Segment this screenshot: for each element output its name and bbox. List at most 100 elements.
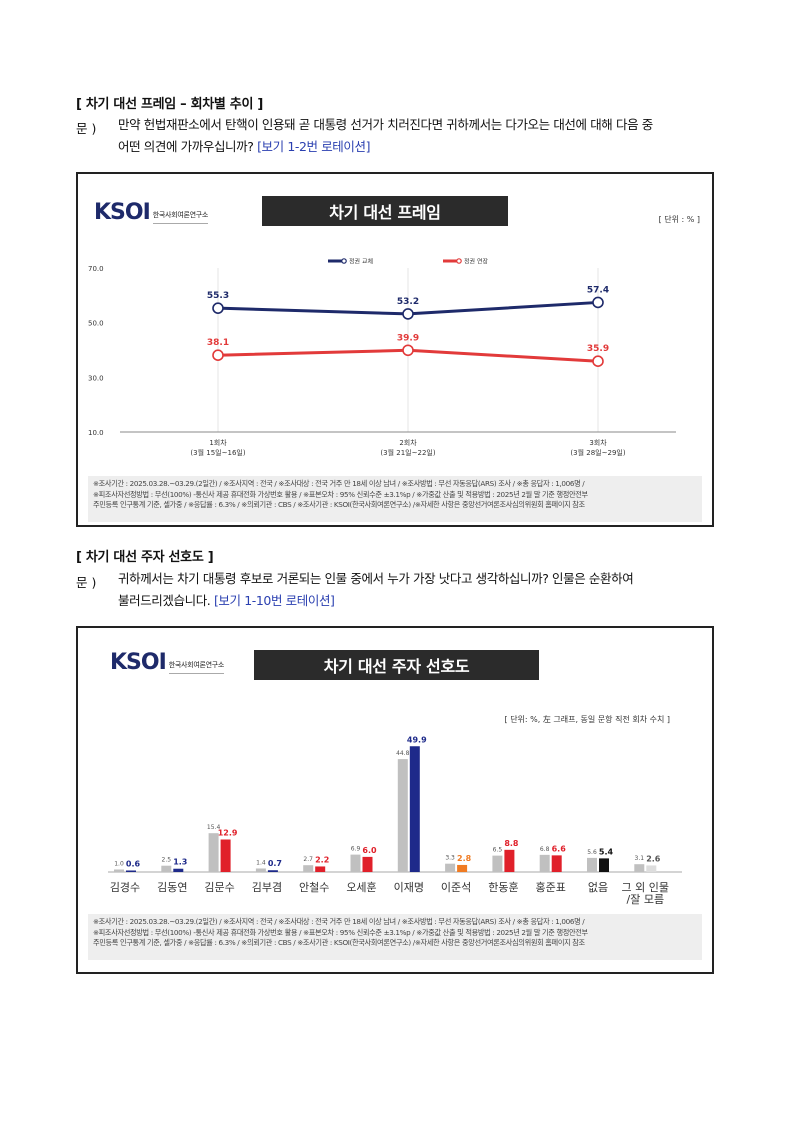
- data-label: 57.4: [587, 285, 609, 295]
- data-label-current: 0.7: [268, 859, 282, 868]
- bar-current: [362, 856, 373, 872]
- x-tick-label: 그 외 인물: [622, 881, 669, 894]
- data-point: [592, 296, 604, 309]
- section-title-frame: [ 차기 대선 프레임 – 회차별 추이 ]: [76, 97, 263, 112]
- chart-title-banner: 차기 대선 프레임: [262, 196, 508, 226]
- bar-previous: [445, 863, 456, 872]
- rotation-note: [보기 1-2번 로테이션]: [257, 139, 371, 154]
- bar-previous: [114, 869, 124, 872]
- x-tick-label: 한동훈: [488, 881, 518, 894]
- footnote-line: 주민등록 인구통계 기준, 셀가중 / ※응답률 : 6.3% / ※의뢰기관 …: [93, 938, 585, 947]
- bar-current: [409, 746, 420, 872]
- logo-subtitle: 한국사회여론연구소: [152, 210, 208, 224]
- question-line: 불러드리겠습니다. [보기 1-10번 로테이션]: [118, 590, 718, 612]
- x-tick-label: 김경수: [110, 881, 140, 894]
- question-line-text: 불러드리겠습니다.: [118, 593, 214, 608]
- bar-chart: 1.0 0.6 김경수 2.5 1.3 김동연 15.412.9 김문수 1.4 0.7 김부겸 2.…: [108, 735, 682, 906]
- bar-previous: [634, 864, 645, 872]
- x-tick-label: 이준석: [441, 881, 471, 894]
- x-tick-label: 김문수: [204, 881, 234, 894]
- data-label-previous: 2.7: [303, 856, 313, 863]
- data-point: [402, 308, 414, 320]
- logo-subtitle: 한국사회여론연구소: [168, 660, 224, 674]
- data-label-previous: 5.6: [587, 849, 597, 856]
- section-title-preference: [ 차기 대선 주자 선호도 ]: [76, 550, 214, 565]
- bar-current: [551, 855, 562, 872]
- data-label-previous: 3.3: [445, 855, 455, 862]
- bar-current: [315, 866, 326, 872]
- bar-previous: [587, 857, 597, 872]
- question-line: 귀하께서는 차기 대통령 후보로 거론되는 인물 중에서 누가 가장 낫다고 생…: [118, 571, 634, 586]
- x-tick-label: 3회차: [589, 438, 607, 447]
- x-tick-label: 홍준표: [536, 880, 566, 894]
- chart-panel-preference: KSOI 한국사회여론연구소 차기 대선 주자 선호도 [ 단위: %, 左 그…: [76, 626, 714, 974]
- y-tick-label: 50.0: [88, 320, 104, 328]
- data-label: 55.3: [207, 291, 229, 301]
- x-tick-label: 안철수: [299, 881, 329, 894]
- x-tick-label: 오세훈: [346, 881, 376, 894]
- question-label: 문 ): [76, 121, 97, 136]
- question-label: 문 ): [76, 575, 97, 590]
- data-label-previous: 6.5: [493, 847, 503, 854]
- logo-mark: KSOI: [94, 200, 151, 225]
- x-tick-label: /잘 모름: [627, 893, 665, 906]
- y-tick-label: 70.0: [88, 265, 104, 273]
- question-line: 어떤 의견에 가까우십니까? [보기 1-2번 로테이션]: [118, 136, 718, 158]
- x-tick-label: 김동연: [157, 881, 187, 894]
- data-label-previous: 3.1: [635, 855, 645, 862]
- legend-marker: [341, 258, 347, 264]
- data-label-previous: 6.9: [351, 846, 361, 853]
- legend-label: 정권 연장: [464, 258, 488, 266]
- bar-previous: [539, 854, 550, 872]
- footnote-line: ※조사기간 : 2025.03.28.~03.29.(2일간) / ※조사지역 …: [93, 917, 585, 926]
- x-tick-label: 없음: [588, 881, 608, 894]
- bar-previous: [255, 868, 266, 872]
- bar-current: [646, 865, 657, 872]
- survey-footnote: ※조사기간 : 2025.03.28.~03.29.(2일간) / ※조사지역 …: [88, 914, 702, 960]
- x-tick-label: 이재명: [394, 881, 424, 894]
- y-tick-label: 10.0: [88, 429, 104, 437]
- data-label-current: 2.6: [646, 854, 661, 863]
- logo-mark: KSOI: [110, 650, 167, 675]
- bar-current: [173, 868, 184, 872]
- footnote-line: ※피조사자선정방법 : 무선(100%) -통신사 제공 휴대전화 가상번호 활…: [93, 927, 588, 937]
- data-label-current: 6.0: [362, 846, 377, 855]
- bar-previous: [208, 833, 219, 872]
- legend-label: 정권 교체: [349, 258, 373, 266]
- data-label-previous: 1.0: [114, 860, 124, 867]
- chart-title-banner: 차기 대선 주자 선호도: [254, 650, 539, 680]
- chart-panel-frame: KSOI 한국사회여론연구소 차기 대선 프레임 [ 단위 : % ] 70.0…: [76, 172, 714, 527]
- data-label-current: 2.8: [457, 854, 472, 863]
- data-label: 53.2: [397, 297, 419, 307]
- data-label-previous: 1.4: [256, 859, 266, 866]
- question-text-frame: 만약 헌법재판소에서 탄핵이 인용돼 곧 대통령 선거가 치러진다면 귀하께서는…: [118, 114, 718, 158]
- bar-current: [220, 839, 231, 872]
- x-tick-date-label: (3월 15일~16일): [190, 448, 245, 457]
- data-label-current: 0.6: [126, 859, 141, 868]
- data-label-current: 49.9: [407, 735, 427, 744]
- line-chart: 70.0 50.0 30.0 10.0 1회차(3월 15일~16일) 2회차(3월 21…: [88, 258, 676, 457]
- bar-current: [504, 849, 515, 872]
- x-tick-label: 2회차: [399, 438, 417, 447]
- data-label: 35.9: [587, 344, 609, 354]
- unit-note: [ 단위: %, 左 그래프, 동일 문항 직전 회차 수치 ]: [504, 715, 670, 724]
- data-label-previous: 15.4: [207, 824, 221, 831]
- legend-marker: [456, 258, 462, 264]
- data-label-current: 12.9: [218, 828, 238, 837]
- data-label-previous: 44.8: [396, 750, 410, 757]
- unit-note: [ 단위 : % ]: [658, 215, 700, 224]
- question-line: 만약 헌법재판소에서 탄핵이 인용돼 곧 대통령 선거가 치러진다면 귀하께서는…: [118, 117, 653, 132]
- bar-current: [267, 870, 278, 872]
- data-label: 38.1: [207, 338, 229, 348]
- bar-previous: [492, 855, 503, 872]
- bar-previous: [161, 865, 172, 872]
- footnote-line: 주민등록 인구통계 기준, 셀가중 / ※응답률 : 6.3% / ※의뢰기관 …: [93, 500, 585, 509]
- x-tick-date-label: (3월 28일~29일): [570, 448, 625, 457]
- x-tick-label: 김부겸: [252, 881, 282, 894]
- footnote-line: ※조사기간 : 2025.03.28.~03.29.(2일간) / ※조사지역 …: [93, 479, 585, 488]
- data-label: 39.9: [397, 333, 419, 343]
- data-label-current: 2.2: [315, 855, 329, 864]
- y-tick-label: 30.0: [88, 374, 104, 382]
- bar-current: [126, 870, 136, 872]
- data-point: [212, 302, 224, 314]
